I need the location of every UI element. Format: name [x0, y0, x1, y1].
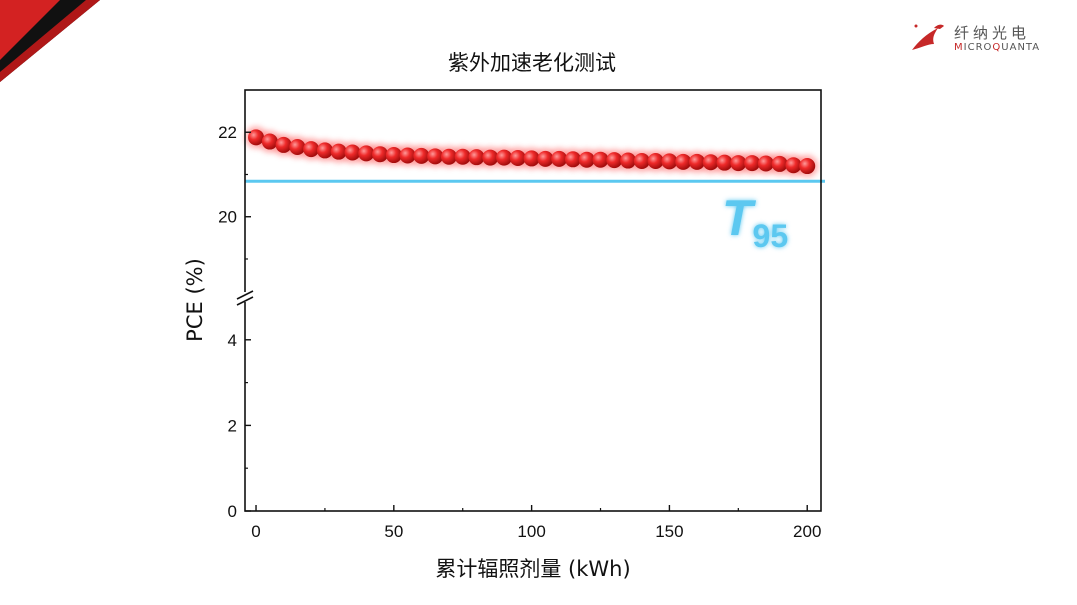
data-point: [399, 147, 416, 164]
data-point: [716, 154, 733, 171]
data-point: [785, 157, 802, 174]
data-point: [564, 151, 581, 168]
x-axis-ticks: 0 50 100 150 200: [251, 505, 821, 541]
data-point: [523, 150, 540, 167]
data-point: [702, 154, 719, 171]
brand-logo: 纤纳光电 MICROQUANTA: [908, 20, 1058, 60]
y-axis-title: PCE (%): [183, 258, 207, 342]
y-tick-label: 0: [228, 502, 237, 521]
axis-break-mark: [236, 290, 254, 306]
data-point: [771, 155, 788, 172]
t95-label-sub: 95: [753, 218, 789, 254]
y-tick-label: 2: [228, 416, 237, 435]
logo-letter-q: Q: [992, 42, 1002, 53]
data-point: [261, 133, 278, 150]
data-point: [744, 155, 761, 172]
data-point: [303, 141, 320, 158]
x-tick-label: 100: [517, 522, 545, 541]
data-point: [248, 129, 265, 146]
data-point: [509, 150, 526, 167]
logo-english-text: MICROQUANTA: [954, 42, 1040, 53]
data-points: [248, 129, 816, 175]
data-point: [633, 152, 650, 169]
x-tick-label: 50: [384, 522, 403, 541]
data-point: [730, 155, 747, 172]
data-point: [468, 149, 485, 166]
x-tick-label: 200: [793, 522, 821, 541]
logo-letters-uanta: UANTA: [1001, 42, 1041, 53]
data-point: [757, 155, 774, 172]
data-point: [688, 153, 705, 170]
data-point: [330, 143, 347, 160]
t95-label-main: T: [722, 190, 757, 246]
data-point: [385, 147, 402, 164]
data-point: [344, 144, 361, 161]
data-point: [316, 142, 333, 159]
x-tick-label: 0: [251, 522, 260, 541]
data-point: [427, 148, 444, 165]
data-point: [537, 150, 554, 167]
data-point: [482, 149, 499, 166]
data-point: [440, 148, 457, 165]
y-axis-ticks: 0 2 4 20 22: [218, 123, 251, 521]
data-point: [551, 150, 568, 167]
bird-logo-icon: [912, 24, 944, 50]
y-tick-label: 4: [228, 331, 237, 350]
logo-chinese-text: 纤纳光电: [954, 24, 1031, 42]
x-axis-title: 累计辐照剂量 (kWh): [435, 557, 630, 581]
y-tick-label: 22: [218, 123, 237, 142]
chart-title: 紫外加速老化测试: [448, 51, 616, 75]
data-point: [606, 152, 623, 169]
data-point: [799, 158, 816, 175]
data-point: [675, 153, 692, 170]
data-point: [372, 146, 389, 163]
x-tick-label: 150: [655, 522, 683, 541]
data-point: [454, 148, 471, 165]
data-point: [620, 152, 637, 169]
corner-decoration: [0, 0, 100, 82]
data-point: [413, 147, 430, 164]
data-point: [647, 152, 664, 169]
data-point: [358, 145, 375, 162]
data-point: [496, 149, 513, 166]
t95-label: T95: [722, 190, 788, 254]
data-point: [275, 136, 292, 153]
y-tick-label: 20: [218, 208, 237, 227]
logo-letter-m: M: [954, 42, 964, 53]
data-point: [592, 151, 609, 168]
data-point: [289, 139, 306, 156]
data-point: [661, 153, 678, 170]
logo-letters-icro: ICRO: [963, 42, 993, 53]
data-point: [578, 151, 595, 168]
